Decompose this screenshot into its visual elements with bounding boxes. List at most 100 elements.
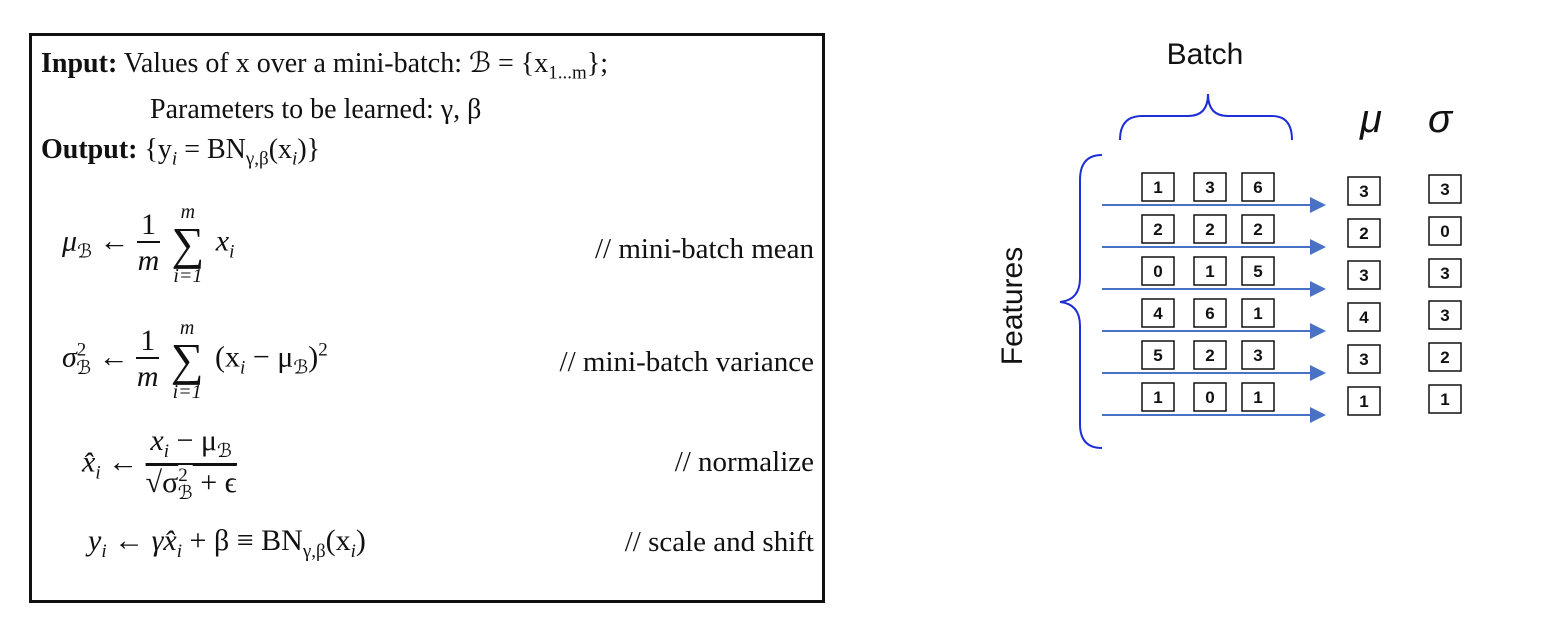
mean-cell: 3 — [1347, 344, 1381, 374]
svg-text:1: 1 — [1205, 262, 1214, 281]
svg-text:3: 3 — [1359, 350, 1368, 369]
batch-cell: 2 — [1141, 214, 1175, 244]
svg-text:5: 5 — [1153, 346, 1162, 365]
svg-text:3: 3 — [1440, 306, 1449, 325]
features-label: Features — [996, 247, 1029, 365]
svg-text:4: 4 — [1359, 308, 1369, 327]
svg-text:1: 1 — [1253, 388, 1262, 407]
comment-variance: // mini-batch variance — [559, 346, 814, 378]
x-var: x — [215, 224, 230, 258]
batch-cell: 6 — [1193, 298, 1227, 328]
std-cell: 3 — [1428, 258, 1462, 288]
batch-cell: 5 — [1241, 256, 1275, 286]
xhat-symbol: x̂ — [82, 445, 96, 479]
batch-cell: 5 — [1141, 340, 1175, 370]
batch-label: Batch — [1167, 38, 1244, 71]
svg-text:1: 1 — [1440, 390, 1449, 409]
output-sub: γ,β — [245, 148, 269, 170]
batch-cell: 3 — [1193, 172, 1227, 202]
std-cell: 2 — [1428, 342, 1462, 372]
std-cell: 0 — [1428, 216, 1462, 246]
normalize-equation: x̂i ← xi − μℬ √σ2ℬ + ϵ — [82, 424, 237, 504]
batch-cell: 0 — [1193, 382, 1227, 412]
svg-text:1: 1 — [1253, 304, 1262, 323]
comment-normalize: // normalize — [674, 446, 814, 478]
svg-text:3: 3 — [1440, 180, 1449, 199]
batch-cell: 2 — [1193, 214, 1227, 244]
y-symbol: y — [88, 524, 102, 557]
sigma-symbol: σ — [62, 340, 77, 374]
batch-cell: 1 — [1193, 256, 1227, 286]
input-end: }; — [586, 48, 608, 79]
svg-text:2: 2 — [1359, 224, 1368, 243]
svg-text:2: 2 — [1205, 220, 1214, 239]
mean-cell: 1 — [1347, 386, 1381, 416]
comment-scale-shift: // scale and shift — [624, 526, 814, 558]
input-text: Values of x over a mini-batch: ℬ = {x — [123, 48, 549, 79]
output-end2: )} — [297, 134, 321, 165]
comment-mean: // mini-batch mean — [594, 233, 814, 265]
mean-cell: 3 — [1347, 176, 1381, 206]
svg-text:0: 0 — [1153, 262, 1162, 281]
assign-arrow: ← — [99, 224, 130, 258]
svg-text:3: 3 — [1359, 266, 1368, 285]
svg-text:6: 6 — [1253, 178, 1262, 197]
svg-text:2: 2 — [1153, 220, 1162, 239]
batch-norm-diagram: Batch μ σ Features 1 3 6 3 3 2 2 2 2 0 0 1 5 3 3 4 6 1 4 3 5… — [996, 38, 1462, 449]
batch-cell: 1 — [1241, 382, 1275, 412]
output-label: Output: — [41, 134, 138, 165]
mu-symbol: μ — [62, 224, 78, 258]
mean-cell: 4 — [1347, 302, 1381, 332]
std-cell: 3 — [1428, 300, 1462, 330]
output-i-sub: i — [171, 148, 178, 170]
input-sub: 1...m — [548, 62, 587, 84]
svg-text:4: 4 — [1153, 304, 1163, 323]
summation: m ∑ i=1 — [171, 201, 205, 287]
batch-brace — [1119, 93, 1293, 141]
svg-text:6: 6 — [1205, 304, 1214, 323]
algorithm-box: Input: Values of x over a mini-batch: ℬ … — [29, 33, 825, 603]
svg-text:1: 1 — [1153, 388, 1162, 407]
batch-cell: 2 — [1193, 340, 1227, 370]
std-cell: 3 — [1428, 174, 1462, 204]
output-text: {y — [144, 134, 172, 165]
svg-text:2: 2 — [1440, 348, 1449, 367]
batch-cell: 6 — [1241, 172, 1275, 202]
batch-cell: 2 — [1241, 214, 1275, 244]
svg-text:5: 5 — [1253, 262, 1262, 281]
output-text2: = BN — [177, 134, 246, 165]
mu-label: μ — [1359, 97, 1382, 141]
features-brace — [1059, 154, 1103, 449]
svg-text:0: 0 — [1440, 222, 1449, 241]
input-line: Input: Values of x over a mini-batch: ℬ … — [41, 46, 608, 85]
svg-text:2: 2 — [1205, 346, 1214, 365]
mu-sub: ℬ — [77, 241, 92, 263]
scale-shift-equation: yi ← γx̂i + β ≡ BNγ,β(xi) — [88, 524, 366, 562]
mean-cell: 3 — [1347, 260, 1381, 290]
batch-cell: 0 — [1141, 256, 1175, 286]
params-line: Parameters to be learned: γ, β — [150, 94, 481, 126]
batch-cell: 3 — [1241, 340, 1275, 370]
svg-text:3: 3 — [1440, 264, 1449, 283]
svg-text:2: 2 — [1253, 220, 1262, 239]
batch-cell: 4 — [1141, 298, 1175, 328]
svg-text:3: 3 — [1359, 182, 1368, 201]
std-cell: 1 — [1428, 384, 1462, 414]
params-text: Parameters to be learned: γ, β — [150, 94, 482, 125]
svg-text:3: 3 — [1205, 178, 1214, 197]
batch-cell: 1 — [1241, 298, 1275, 328]
batch-cell: 1 — [1141, 382, 1175, 412]
normalize-fraction: xi − μℬ √σ2ℬ + ϵ — [145, 424, 237, 504]
sigma-label: σ — [1428, 97, 1454, 141]
output-line: Output: {yi = BNγ,β(xi)} — [41, 134, 320, 171]
batch-cell: 1 — [1141, 172, 1175, 202]
svg-text:1: 1 — [1153, 178, 1162, 197]
svg-text:0: 0 — [1205, 388, 1214, 407]
output-i-sub-2: i — [292, 148, 298, 170]
mean-cell: 2 — [1347, 218, 1381, 248]
output-end: (x — [268, 134, 293, 165]
